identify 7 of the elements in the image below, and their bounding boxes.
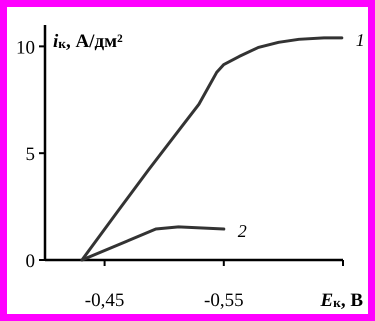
y-tick-label: 5 [26,144,35,166]
y-tick-label: 0 [26,251,35,272]
series-label: 1 [356,30,365,50]
y-tick-label: 10 [16,37,35,58]
x-tick-label: -0,55 [204,290,244,311]
series-label: 2 [238,221,247,242]
x-tick-label: -0,45 [84,290,124,311]
